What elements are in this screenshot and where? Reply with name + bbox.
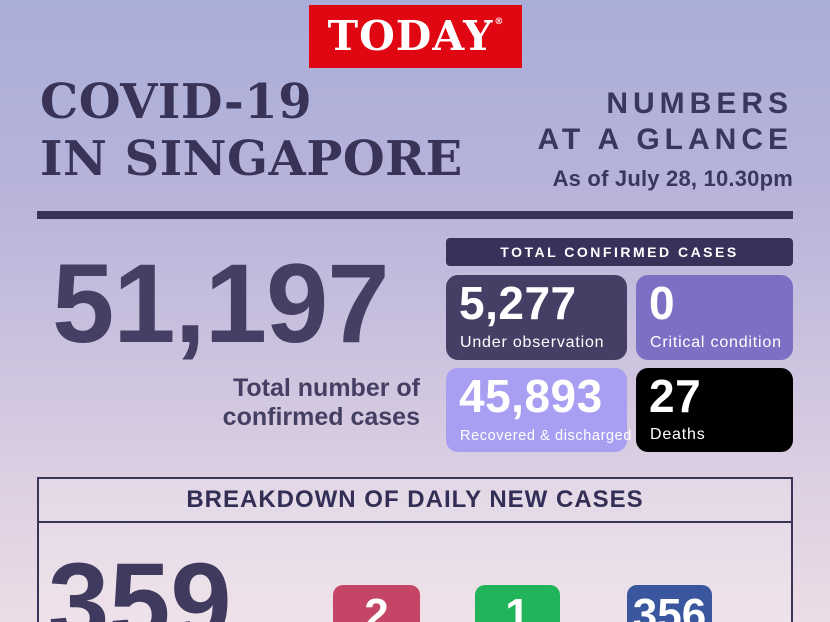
header-divider bbox=[37, 211, 793, 219]
today-logo-wordmark: TODAY bbox=[327, 12, 494, 60]
trademark-symbol: ® bbox=[494, 17, 505, 27]
page-title: COVID-19 IN SINGAPORE bbox=[40, 74, 463, 188]
daily-category-box-3: 356 bbox=[627, 585, 712, 622]
daily-breakdown-header: BREAKDOWN OF DAILY NEW CASES bbox=[39, 479, 791, 523]
stat-value: 45,893 bbox=[459, 370, 603, 422]
title-line-2: IN SINGAPORE bbox=[40, 131, 463, 187]
stat-under-observation: 5,277 Under observation bbox=[446, 275, 627, 360]
caption-line-2: confirmed cases bbox=[222, 403, 420, 431]
stat-deaths: 27 Deaths bbox=[636, 368, 793, 452]
daily-category-box-2: 1 bbox=[475, 585, 560, 622]
glance-line-1: NUMBERS bbox=[606, 87, 793, 120]
stat-label: Deaths bbox=[650, 426, 706, 443]
total-confirmed-cases-header: TOTAL CONFIRMED CASES bbox=[446, 238, 793, 266]
category-value: 1 bbox=[505, 590, 530, 622]
category-value: 2 bbox=[364, 590, 389, 622]
daily-category-box-1: 2 bbox=[333, 585, 420, 622]
numbers-at-a-glance: NUMBERS AT A GLANCE As of July 28, 10.30… bbox=[537, 86, 793, 192]
stat-recovered-discharged: 45,893 Recovered & discharged bbox=[446, 368, 631, 452]
title-line-1: COVID-19 bbox=[40, 74, 313, 130]
today-logo-text: TODAY® bbox=[328, 16, 504, 57]
category-value: 356 bbox=[632, 590, 707, 622]
daily-new-cases-total: 359 bbox=[48, 541, 232, 622]
stat-critical-condition: 0 Critical condition bbox=[636, 275, 793, 360]
stat-value: 5,277 bbox=[459, 277, 577, 329]
stat-label: Recovered & discharged bbox=[460, 428, 632, 444]
stat-label: Critical condition bbox=[650, 334, 782, 351]
stat-value: 0 bbox=[649, 277, 676, 329]
total-confirmed-number: 51,197 bbox=[52, 241, 390, 366]
glance-line-2: AT A GLANCE bbox=[537, 123, 793, 156]
stat-value: 27 bbox=[649, 370, 702, 422]
caption-line-1: Total number of bbox=[232, 374, 420, 402]
total-confirmed-caption: Total number of confirmed cases bbox=[55, 374, 420, 432]
today-logo: TODAY® bbox=[309, 5, 522, 68]
as-of-timestamp: As of July 28, 10.30pm bbox=[552, 166, 793, 191]
stat-label: Under observation bbox=[460, 334, 605, 351]
